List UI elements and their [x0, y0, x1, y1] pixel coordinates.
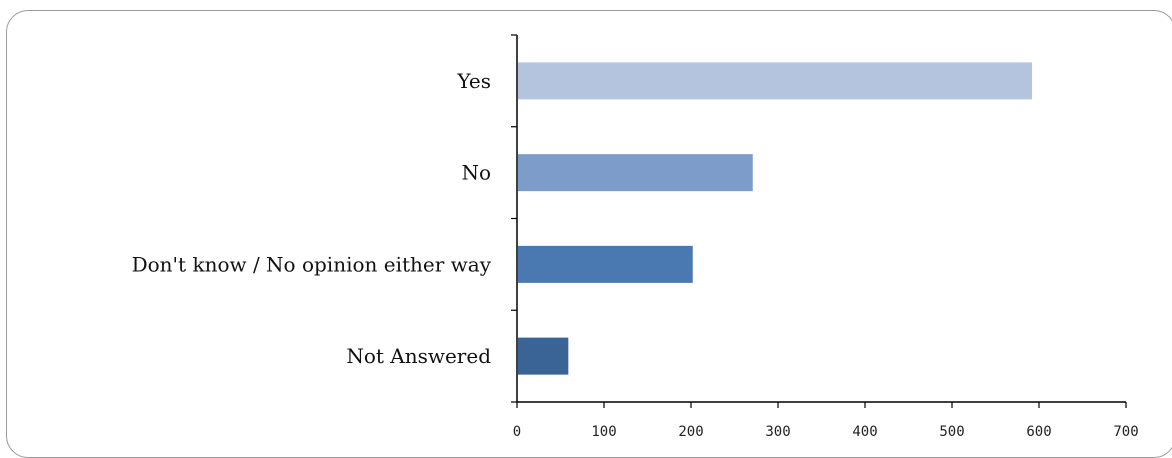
x-tick-label: 300	[765, 424, 790, 440]
x-tick-labels: 0 100 200 300 400 500 600 700	[513, 424, 1139, 440]
x-tick-label: 400	[852, 424, 877, 440]
bar	[518, 245, 693, 283]
x-tick-label: 500	[939, 424, 964, 440]
chart-axes	[511, 34, 1127, 408]
x-tick-label: 0	[513, 424, 521, 440]
x-tick-label: 100	[591, 424, 616, 440]
category-label: Don't know / No opinion either way	[132, 252, 492, 276]
bar	[518, 154, 753, 192]
category-label: No	[461, 161, 491, 185]
x-tick-label: 600	[1026, 424, 1051, 440]
chart-bars	[518, 62, 1033, 375]
x-tick-label: 700	[1113, 424, 1138, 440]
category-label: Yes	[456, 69, 491, 93]
bar	[518, 337, 569, 375]
category-label: Not Answered	[346, 344, 491, 368]
bar	[518, 62, 1033, 100]
x-tick-label: 200	[678, 424, 703, 440]
category-labels: Yes No Don't know / No opinion either way N…	[132, 69, 492, 368]
